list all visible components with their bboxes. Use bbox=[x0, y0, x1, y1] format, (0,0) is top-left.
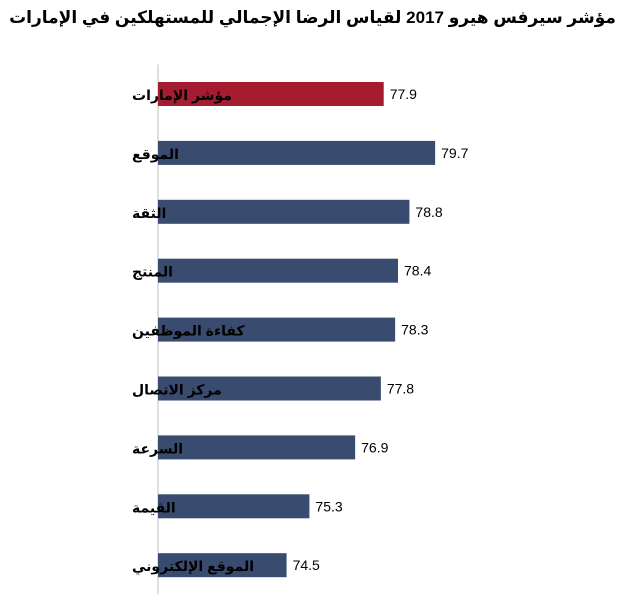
value-label: 79.7 bbox=[441, 145, 468, 161]
category-label: مركز الاتصال bbox=[132, 382, 222, 399]
value-label: 77.8 bbox=[387, 381, 414, 397]
bar-5 bbox=[158, 317, 396, 342]
bar-2 bbox=[158, 140, 436, 165]
value-label: 78.3 bbox=[401, 322, 428, 338]
value-label: 78.8 bbox=[415, 204, 442, 220]
bar-9 bbox=[158, 553, 287, 578]
value-label: 78.4 bbox=[404, 263, 431, 279]
category-label: كفاءة الموظفين bbox=[132, 323, 245, 340]
bars-group bbox=[158, 82, 436, 578]
category-label: الموقع bbox=[132, 146, 179, 163]
value-labels-group: 77.9 79.7 78.8 78.4 78.3 77.8 76.9 75.3 74.5 bbox=[293, 86, 469, 573]
chart-title: مؤشر سيرفس هيرو 2017 لقياس الرضا الإجمال… bbox=[9, 8, 616, 27]
value-label: 74.5 bbox=[293, 557, 320, 573]
category-label: الموقع الإلكتروني bbox=[132, 558, 254, 575]
value-label: 75.3 bbox=[315, 498, 342, 514]
category-labels-group: مؤشر الإمارات الموقع الثقة المنتج كفاءة المو… bbox=[132, 87, 254, 575]
bar-6 bbox=[158, 376, 381, 401]
bar-1 bbox=[158, 82, 384, 106]
bar-3 bbox=[158, 199, 410, 224]
bar-7 bbox=[158, 435, 356, 460]
category-label: مؤشر الإمارات bbox=[132, 87, 232, 104]
category-label: المنتج bbox=[132, 264, 173, 281]
category-label: القيمة bbox=[132, 499, 176, 515]
category-label: السرعة bbox=[132, 440, 183, 457]
category-label: الثقة bbox=[132, 205, 166, 221]
value-label: 76.9 bbox=[361, 439, 388, 455]
bar-4 bbox=[158, 258, 398, 283]
bar-8 bbox=[158, 494, 310, 519]
value-label: 77.9 bbox=[390, 86, 417, 102]
